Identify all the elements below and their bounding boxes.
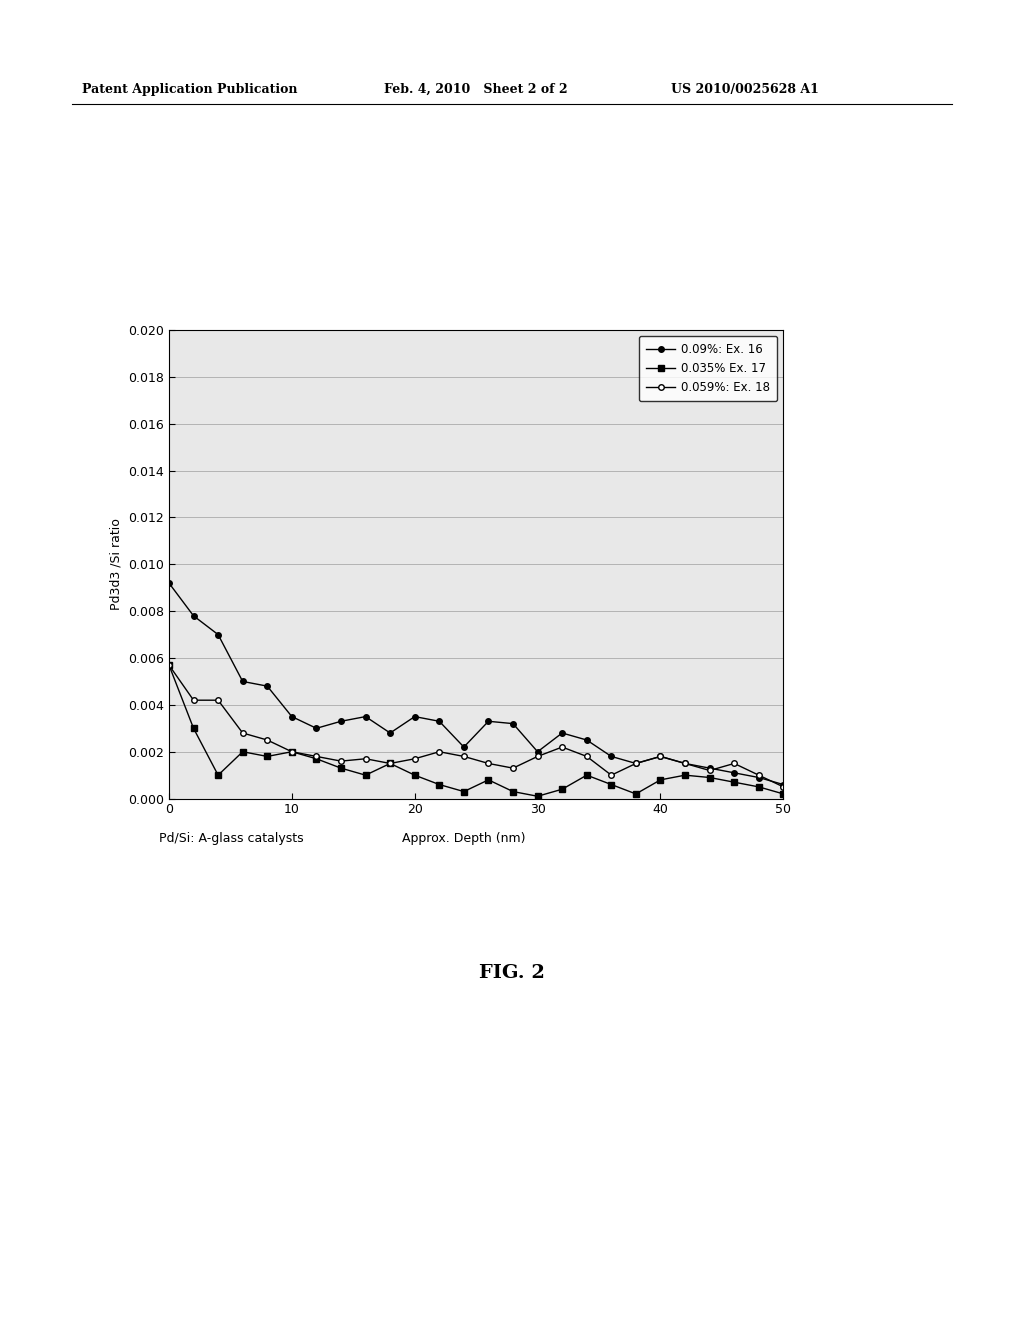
0.059%: Ex. 18: (40, 0.0018): Ex. 18: (40, 0.0018)	[654, 748, 667, 764]
0.09%: Ex. 16: (18, 0.0028): Ex. 16: (18, 0.0028)	[384, 725, 396, 741]
Line: 0.035% Ex. 17: 0.035% Ex. 17	[166, 663, 786, 799]
0.059%: Ex. 18: (28, 0.0013): Ex. 18: (28, 0.0013)	[507, 760, 519, 776]
Text: Feb. 4, 2010   Sheet 2 of 2: Feb. 4, 2010 Sheet 2 of 2	[384, 83, 567, 96]
0.035% Ex. 17	[458, 784, 470, 800]
0.09%: Ex. 16: (38, 0.0015): Ex. 16: (38, 0.0015)	[630, 755, 642, 771]
0.09%: Ex. 16: (12, 0.003): Ex. 16: (12, 0.003)	[310, 721, 323, 737]
0.035% Ex. 17	[482, 772, 495, 788]
0.035% Ex. 17	[605, 776, 617, 792]
0.059%: Ex. 18: (44, 0.0012): Ex. 18: (44, 0.0012)	[703, 763, 716, 779]
0.035% Ex. 17	[409, 767, 421, 783]
0.035% Ex. 17	[335, 760, 347, 776]
0.059%: Ex. 18: (26, 0.0015): Ex. 18: (26, 0.0015)	[482, 755, 495, 771]
Line: 0.09%: Ex. 16: 0.09%: Ex. 16	[166, 581, 786, 787]
0.09%: Ex. 16: (20, 0.0035): Ex. 16: (20, 0.0035)	[409, 709, 421, 725]
0.09%: Ex. 16: (44, 0.0013): Ex. 16: (44, 0.0013)	[703, 760, 716, 776]
Legend: 0.09%: Ex. 16, 0.035% Ex. 17, 0.059%: Ex. 18: 0.09%: Ex. 16, 0.035% Ex. 17, 0.059%: Ex…	[639, 335, 777, 401]
0.059%: Ex. 18: (38, 0.0015): Ex. 18: (38, 0.0015)	[630, 755, 642, 771]
0.059%: Ex. 18: (34, 0.0018): Ex. 18: (34, 0.0018)	[581, 748, 593, 764]
0.09%: Ex. 16: (4, 0.007): Ex. 16: (4, 0.007)	[212, 627, 224, 643]
0.035% Ex. 17	[261, 748, 273, 764]
0.059%: Ex. 18: (4, 0.0042): Ex. 18: (4, 0.0042)	[212, 692, 224, 708]
0.035% Ex. 17	[556, 781, 568, 797]
0.09%: Ex. 16: (30, 0.002): Ex. 16: (30, 0.002)	[531, 744, 544, 760]
0.059%: Ex. 18: (8, 0.0025): Ex. 18: (8, 0.0025)	[261, 733, 273, 748]
0.09%: Ex. 16: (42, 0.0015): Ex. 16: (42, 0.0015)	[679, 755, 691, 771]
Text: Approx. Depth (nm): Approx. Depth (nm)	[402, 832, 526, 845]
0.09%: Ex. 16: (40, 0.0018): Ex. 16: (40, 0.0018)	[654, 748, 667, 764]
0.059%: Ex. 18: (18, 0.0015): Ex. 18: (18, 0.0015)	[384, 755, 396, 771]
0.09%: Ex. 16: (14, 0.0033): Ex. 16: (14, 0.0033)	[335, 713, 347, 729]
0.035% Ex. 17	[237, 744, 249, 760]
0.035% Ex. 17	[433, 776, 445, 792]
0.09%: Ex. 16: (26, 0.0033): Ex. 16: (26, 0.0033)	[482, 713, 495, 729]
Text: US 2010/0025628 A1: US 2010/0025628 A1	[671, 83, 818, 96]
0.059%: Ex. 18: (48, 0.001): Ex. 18: (48, 0.001)	[753, 767, 765, 783]
0.09%: Ex. 16: (46, 0.0011): Ex. 16: (46, 0.0011)	[728, 764, 740, 780]
0.059%: Ex. 18: (0, 0.0057): Ex. 18: (0, 0.0057)	[163, 657, 175, 673]
0.035% Ex. 17	[384, 755, 396, 771]
0.09%: Ex. 16: (28, 0.0032): Ex. 16: (28, 0.0032)	[507, 715, 519, 731]
0.09%: Ex. 16: (22, 0.0033): Ex. 16: (22, 0.0033)	[433, 713, 445, 729]
0.09%: Ex. 16: (32, 0.0028): Ex. 16: (32, 0.0028)	[556, 725, 568, 741]
0.09%: Ex. 16: (10, 0.0035): Ex. 16: (10, 0.0035)	[286, 709, 298, 725]
0.09%: Ex. 16: (50, 0.0006): Ex. 16: (50, 0.0006)	[777, 776, 790, 792]
0.09%: Ex. 16: (48, 0.0009): Ex. 16: (48, 0.0009)	[753, 770, 765, 785]
0.059%: Ex. 18: (30, 0.0018): Ex. 18: (30, 0.0018)	[531, 748, 544, 764]
0.09%: Ex. 16: (6, 0.005): Ex. 16: (6, 0.005)	[237, 673, 249, 689]
Text: Patent Application Publication: Patent Application Publication	[82, 83, 297, 96]
0.059%: Ex. 18: (14, 0.0016): Ex. 18: (14, 0.0016)	[335, 754, 347, 770]
Y-axis label: Pd3d3 /Si ratio: Pd3d3 /Si ratio	[110, 519, 123, 610]
0.035% Ex. 17	[507, 784, 519, 800]
0.059%: Ex. 18: (12, 0.0018): Ex. 18: (12, 0.0018)	[310, 748, 323, 764]
0.035% Ex. 17	[212, 767, 224, 783]
Text: Pd/Si: A-glass catalysts: Pd/Si: A-glass catalysts	[159, 832, 303, 845]
0.059%: Ex. 18: (2, 0.0042): Ex. 18: (2, 0.0042)	[187, 692, 200, 708]
0.035% Ex. 17	[630, 785, 642, 801]
0.09%: Ex. 16: (2, 0.0078): Ex. 16: (2, 0.0078)	[187, 609, 200, 624]
0.059%: Ex. 18: (20, 0.0017): Ex. 18: (20, 0.0017)	[409, 751, 421, 767]
0.035% Ex. 17	[679, 767, 691, 783]
0.059%: Ex. 18: (46, 0.0015): Ex. 18: (46, 0.0015)	[728, 755, 740, 771]
0.09%: Ex. 16: (24, 0.0022): Ex. 16: (24, 0.0022)	[458, 739, 470, 755]
0.059%: Ex. 18: (32, 0.0022): Ex. 18: (32, 0.0022)	[556, 739, 568, 755]
0.09%: Ex. 16: (8, 0.0048): Ex. 16: (8, 0.0048)	[261, 678, 273, 694]
0.09%: Ex. 16: (34, 0.0025): Ex. 16: (34, 0.0025)	[581, 733, 593, 748]
0.035% Ex. 17	[187, 721, 200, 737]
Line: 0.059%: Ex. 18: 0.059%: Ex. 18	[166, 663, 786, 789]
0.035% Ex. 17	[163, 657, 175, 673]
0.059%: Ex. 18: (24, 0.0018): Ex. 18: (24, 0.0018)	[458, 748, 470, 764]
0.09%: Ex. 16: (36, 0.0018): Ex. 16: (36, 0.0018)	[605, 748, 617, 764]
0.09%: Ex. 16: (0, 0.0092): Ex. 16: (0, 0.0092)	[163, 576, 175, 591]
0.035% Ex. 17	[728, 775, 740, 791]
0.059%: Ex. 18: (50, 0.0005): Ex. 18: (50, 0.0005)	[777, 779, 790, 795]
0.035% Ex. 17	[286, 744, 298, 760]
0.059%: Ex. 18: (16, 0.0017): Ex. 18: (16, 0.0017)	[359, 751, 372, 767]
0.09%: Ex. 16: (16, 0.0035): Ex. 16: (16, 0.0035)	[359, 709, 372, 725]
0.059%: Ex. 18: (22, 0.002): Ex. 18: (22, 0.002)	[433, 744, 445, 760]
0.035% Ex. 17	[654, 772, 667, 788]
0.035% Ex. 17	[777, 785, 790, 801]
0.035% Ex. 17	[359, 767, 372, 783]
Text: FIG. 2: FIG. 2	[479, 964, 545, 982]
0.035% Ex. 17	[581, 767, 593, 783]
0.035% Ex. 17	[531, 788, 544, 804]
0.059%: Ex. 18: (36, 0.001): Ex. 18: (36, 0.001)	[605, 767, 617, 783]
0.059%: Ex. 18: (42, 0.0015): Ex. 18: (42, 0.0015)	[679, 755, 691, 771]
0.059%: Ex. 18: (10, 0.002): Ex. 18: (10, 0.002)	[286, 744, 298, 760]
0.059%: Ex. 18: (6, 0.0028): Ex. 18: (6, 0.0028)	[237, 725, 249, 741]
0.035% Ex. 17	[703, 770, 716, 785]
0.035% Ex. 17	[753, 779, 765, 795]
0.035% Ex. 17	[310, 751, 323, 767]
